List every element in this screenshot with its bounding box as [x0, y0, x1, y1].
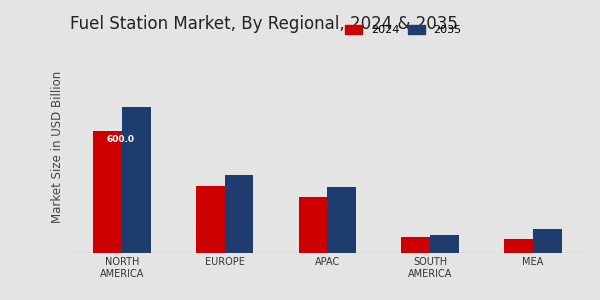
- Text: Fuel Station Market, By Regional, 2024 & 2035: Fuel Station Market, By Regional, 2024 &…: [70, 15, 457, 33]
- Bar: [430, 235, 459, 253]
- Bar: [533, 229, 562, 253]
- Legend: 2024, 2035: 2024, 2035: [341, 20, 466, 39]
- Text: 600.0: 600.0: [106, 135, 134, 144]
- Bar: [196, 186, 224, 253]
- Bar: [401, 237, 430, 253]
- Bar: [299, 197, 327, 253]
- Y-axis label: Market Size in USD Billion: Market Size in USD Billion: [51, 70, 64, 223]
- Bar: [504, 239, 533, 253]
- Bar: [122, 107, 151, 253]
- Bar: [93, 131, 122, 253]
- Bar: [327, 187, 356, 253]
- Bar: [224, 175, 253, 253]
